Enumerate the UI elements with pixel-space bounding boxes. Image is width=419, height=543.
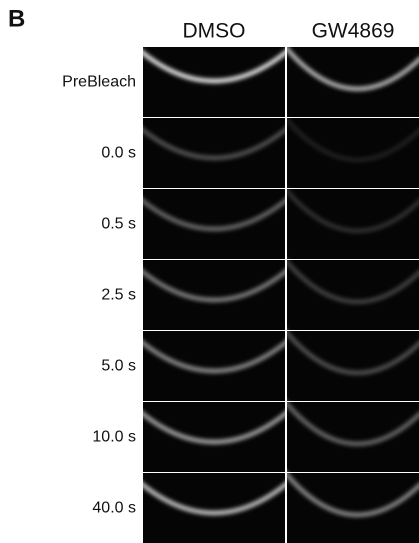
row-label: 10.0 s xyxy=(92,429,136,446)
micrograph xyxy=(143,402,285,472)
membrane-arc xyxy=(287,471,419,517)
membrane-arc xyxy=(287,400,419,446)
membrane-arc xyxy=(287,45,419,91)
membrane-arc xyxy=(287,116,419,162)
membrane-arc xyxy=(143,340,285,373)
row-label: 2.5 s xyxy=(101,287,136,304)
membrane-arc xyxy=(143,127,285,160)
micrograph xyxy=(143,118,285,188)
column-header: GW4869 xyxy=(312,20,395,43)
micrograph xyxy=(287,402,419,472)
micrograph xyxy=(287,189,419,259)
membrane-arc xyxy=(287,258,419,304)
membrane-arc xyxy=(143,482,285,515)
membrane-arc xyxy=(287,187,419,233)
membrane-arc xyxy=(143,411,285,444)
micrograph xyxy=(143,189,285,259)
micrograph xyxy=(287,473,419,543)
micrograph xyxy=(143,260,285,330)
micrograph xyxy=(287,331,419,401)
membrane-arc xyxy=(143,269,285,302)
micrograph xyxy=(287,118,419,188)
micrograph xyxy=(287,260,419,330)
row-label: 0.5 s xyxy=(101,216,136,233)
micrograph xyxy=(143,473,285,543)
panel-label: B xyxy=(8,5,25,32)
row-label: PreBleach xyxy=(62,74,136,91)
row-label: 40.0 s xyxy=(92,500,136,517)
micrograph xyxy=(287,47,419,117)
micrograph xyxy=(143,331,285,401)
membrane-arc xyxy=(143,50,285,83)
membrane-arc xyxy=(143,198,285,231)
row-label: 5.0 s xyxy=(101,358,136,375)
row-label: 0.0 s xyxy=(101,145,136,162)
column-header: DMSO xyxy=(183,20,246,43)
membrane-arc xyxy=(287,329,419,375)
